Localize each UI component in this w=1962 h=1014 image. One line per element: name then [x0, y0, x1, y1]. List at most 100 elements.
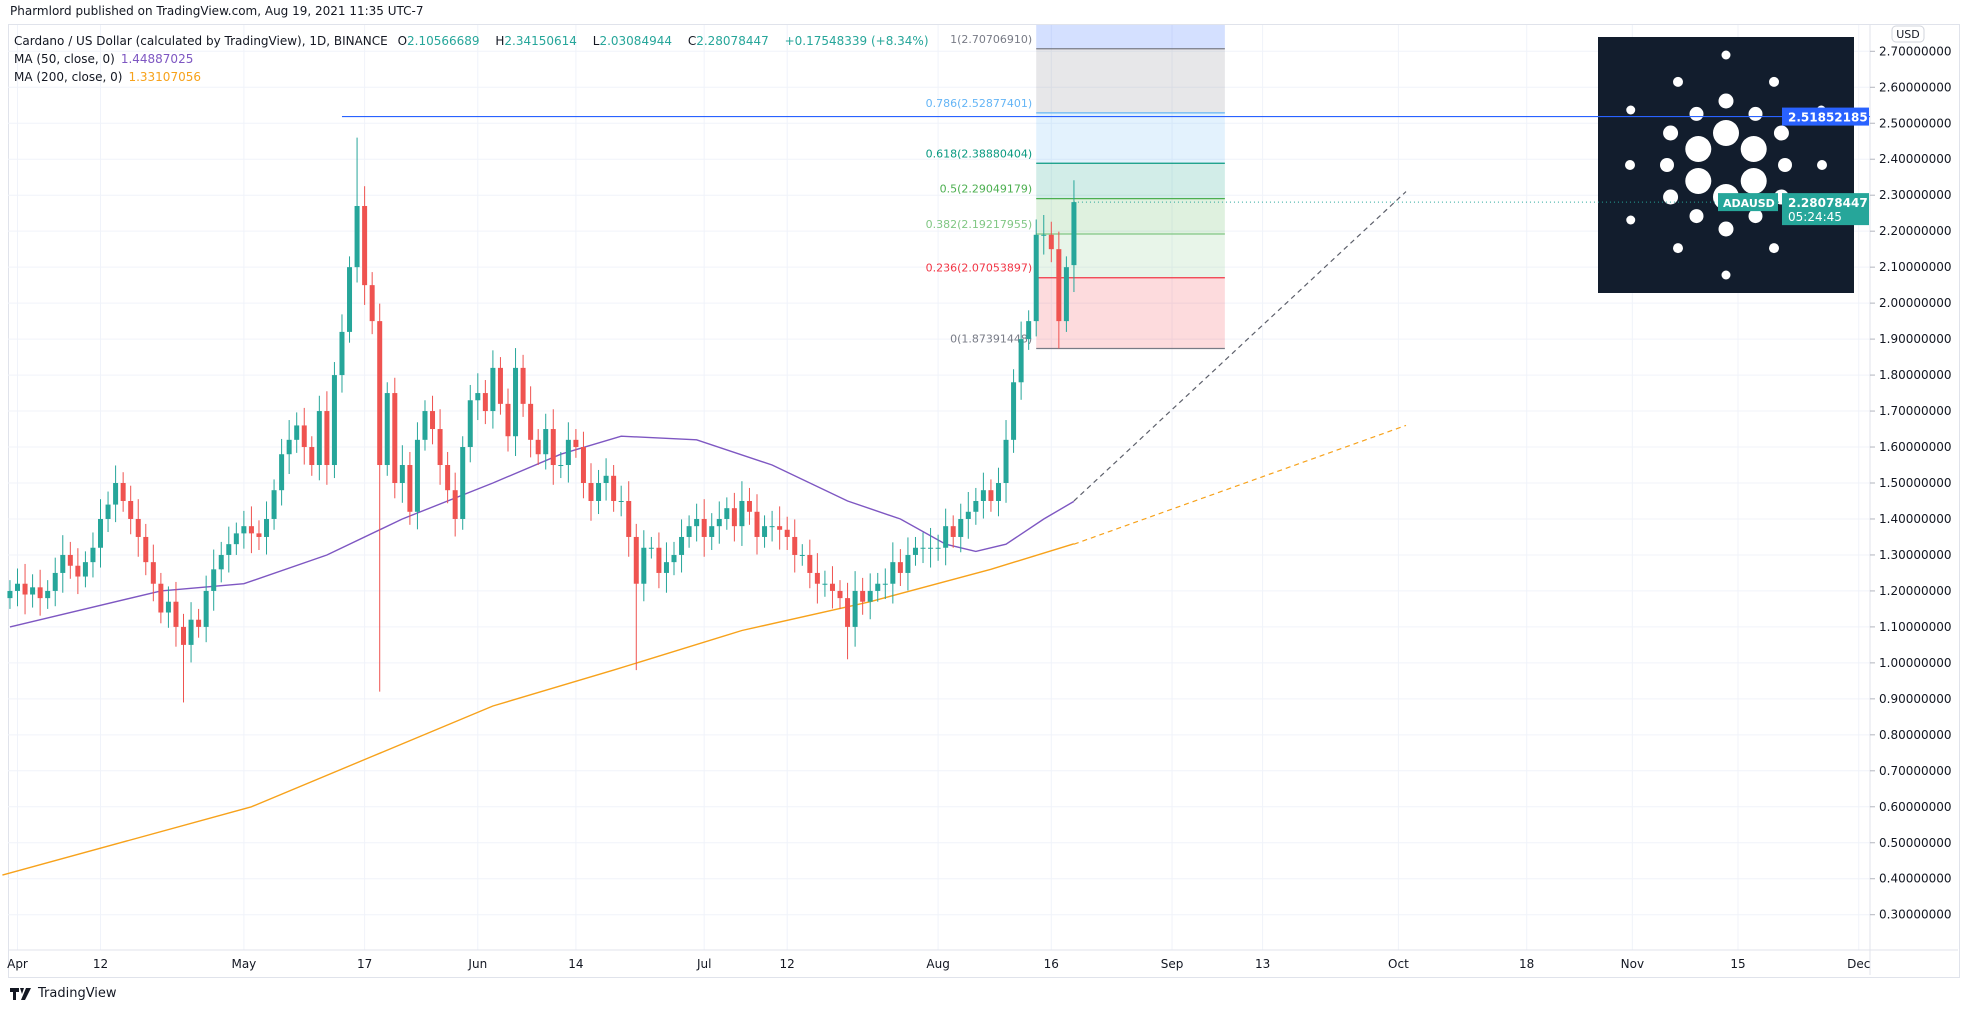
candle	[897, 549, 903, 586]
candle	[580, 431, 586, 499]
last-price-label-bg	[1782, 193, 1869, 226]
legend-ma200-row[interactable]: MA (200, close, 0) 1.33107056	[14, 68, 935, 86]
candle	[90, 532, 96, 578]
candle-body	[558, 465, 564, 467]
candle	[535, 429, 541, 466]
candle	[626, 481, 632, 557]
candle-body	[528, 403, 534, 440]
candle-body	[731, 508, 737, 527]
candle-body	[995, 483, 1001, 501]
candle-body	[935, 547, 941, 549]
candle	[784, 516, 790, 551]
candle-body	[271, 490, 277, 519]
candle-body	[656, 547, 662, 573]
candle-body	[860, 590, 866, 602]
legend-symbol-row[interactable]: Cardano / US Dollar (calculated by Tradi…	[14, 32, 935, 50]
time-tick-label: 17	[357, 957, 372, 971]
candle	[1026, 310, 1032, 350]
candle	[226, 526, 232, 573]
candle-body	[648, 547, 654, 549]
price-tick-label: 0.70000000	[1879, 764, 1952, 778]
candle-body	[90, 547, 96, 563]
fib-zone	[1036, 25, 1225, 49]
candle-body	[958, 518, 964, 537]
candle-body	[241, 526, 247, 534]
time-tick-label: Nov	[1621, 957, 1644, 971]
candle	[950, 515, 956, 548]
candle	[1003, 420, 1009, 503]
candle	[354, 137, 360, 283]
candle	[565, 422, 571, 483]
currency-badge	[1891, 25, 1925, 43]
logo-dot	[1773, 125, 1789, 141]
logo-dot	[1689, 106, 1704, 121]
candle	[271, 479, 277, 530]
candle-body	[626, 500, 632, 537]
candle	[596, 469, 602, 515]
candles	[7, 137, 1077, 703]
fibonacci-retracement: 1(2.70706910) 0.786(2.52877401) 0.618(2.38…	[926, 25, 1225, 350]
time-tick-label: 16	[1044, 957, 1059, 971]
logo-dot	[1673, 76, 1683, 87]
hline-price-label: 2.51852185	[1788, 111, 1868, 125]
legend-open: 2.10566689	[407, 34, 480, 48]
candle	[935, 534, 941, 561]
candle-body	[384, 393, 390, 466]
candle	[912, 536, 918, 566]
fib-zone	[1036, 163, 1225, 199]
candle	[505, 388, 511, 452]
candle	[875, 572, 881, 602]
candle	[1071, 180, 1077, 293]
candle-body	[709, 526, 715, 537]
time-tick-label: Sep	[1161, 957, 1184, 971]
candle	[128, 485, 134, 535]
candle-body	[573, 439, 579, 448]
candle-body	[407, 465, 413, 512]
chart-legend: Cardano / US Dollar (calculated by Tradi…	[14, 32, 935, 86]
candle-body	[754, 511, 760, 537]
candle	[588, 463, 594, 521]
logo-dot	[1769, 243, 1779, 254]
candle-body	[663, 562, 669, 573]
candle	[135, 499, 141, 557]
candle-body	[897, 562, 903, 573]
footer-brand[interactable]: TradingView	[10, 986, 117, 1001]
candle	[1063, 256, 1069, 332]
candle	[995, 467, 1001, 517]
time-tick-label: Dec	[1847, 957, 1870, 971]
legend-high-label: H	[495, 34, 505, 48]
candle	[513, 348, 519, 457]
logo-dot	[1718, 93, 1734, 109]
candle	[739, 481, 745, 546]
candle	[814, 553, 820, 604]
legend-ma50-row[interactable]: MA (50, close, 0) 1.44887025	[14, 50, 935, 68]
candle-body	[324, 411, 330, 466]
candle	[860, 577, 866, 615]
candle	[1041, 214, 1047, 255]
candle	[558, 451, 564, 479]
price-tick-label: 0.60000000	[1879, 800, 1952, 814]
symbol-tag-bg	[1718, 193, 1778, 212]
candle-body	[852, 590, 858, 627]
candle	[943, 508, 949, 566]
candle	[324, 391, 330, 485]
footer-brand-text: TradingView	[38, 986, 117, 1001]
candle-body	[633, 536, 639, 584]
candle	[671, 541, 677, 576]
candle-body	[611, 475, 617, 501]
candle	[656, 532, 662, 589]
candle	[611, 465, 617, 512]
candle	[377, 303, 383, 692]
candle-body	[543, 429, 549, 455]
candle-body	[264, 518, 270, 537]
candle	[490, 350, 496, 429]
candle-body	[701, 518, 707, 537]
candle-body	[98, 518, 104, 548]
candle	[165, 586, 171, 628]
candle-body	[890, 562, 896, 584]
legend-change: +0.17548339 (+8.34%)	[784, 34, 929, 48]
candle	[150, 544, 156, 602]
candle	[347, 256, 353, 343]
candle-body	[67, 554, 73, 566]
